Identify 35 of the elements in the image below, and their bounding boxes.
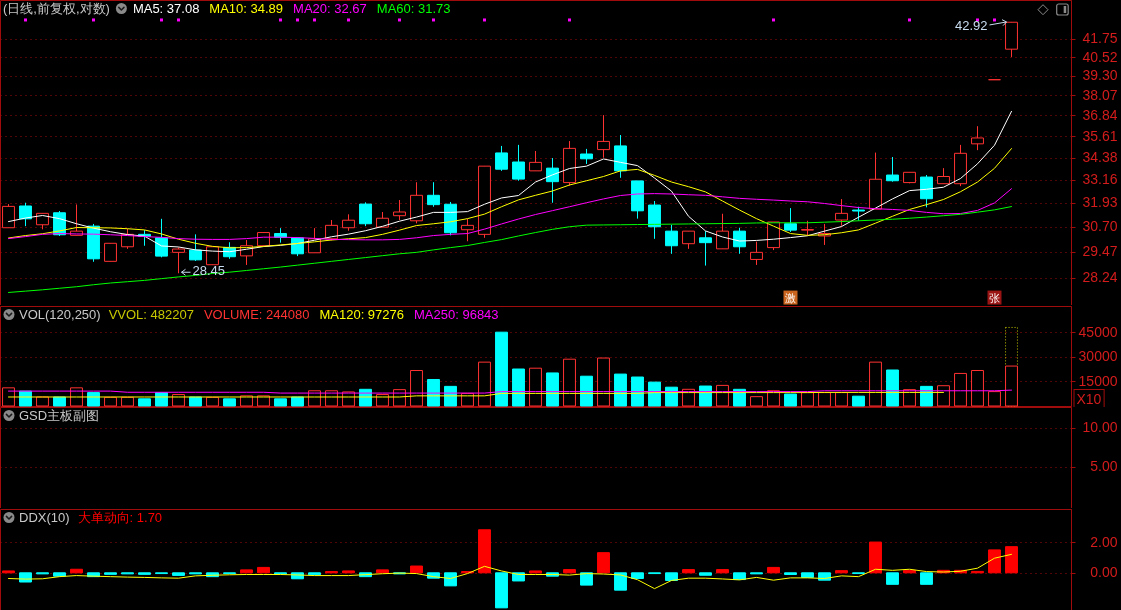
y-tick-label: 0.00 <box>1090 564 1118 581</box>
data-label: 张 <box>989 291 1000 304</box>
y-tick-label: 33.16 <box>1082 171 1118 188</box>
text: VOLUME: 244080 <box>203 307 310 322</box>
text: MA10: 34.89 <box>209 1 284 16</box>
text: MA5: 37.08 <box>132 1 200 16</box>
y-tick-label: 15000 <box>1078 372 1118 389</box>
data-label: 激 <box>785 291 796 304</box>
y-tick-label: 29.47 <box>1082 243 1118 260</box>
y-tick-label: 31.93 <box>1082 194 1118 211</box>
text: MA120: 97276 <box>319 307 405 322</box>
y-tick-label: 35.61 <box>1082 127 1118 144</box>
y-tick-label: 45000 <box>1078 323 1118 340</box>
y-tick-label: 39.30 <box>1082 67 1118 84</box>
chart-title: VOL(120,250) <box>19 307 101 322</box>
y-tick-label: 36.84 <box>1082 106 1118 123</box>
y-tick-label: 28.24 <box>1082 269 1118 286</box>
chart-title: GSD主板副图 <box>19 408 100 423</box>
text: 大单动向: 1.70 <box>77 510 163 525</box>
text: MA20: 32.67 <box>293 1 367 16</box>
y-tick-label: 34.38 <box>1082 149 1118 166</box>
y-tick-label: 40.52 <box>1082 48 1118 65</box>
text: MA60: 31.73 <box>376 1 451 16</box>
y-tick-label: 38.07 <box>1082 86 1118 103</box>
chart-title: (日线,前复权,对数) <box>3 1 110 16</box>
text: VVOL: 482207 <box>108 307 194 322</box>
y-tick-label: 10.00 <box>1082 419 1118 436</box>
y-tick-label: 2.00 <box>1090 533 1118 550</box>
annotation: 42.92 <box>954 17 988 33</box>
y-tick-label: 30000 <box>1078 348 1118 365</box>
text: MA250: 96843 <box>414 307 499 322</box>
y-tick-label: 5.00 <box>1090 458 1118 475</box>
y-tick-label: 30.70 <box>1082 218 1118 235</box>
chart-title: DDX(10) <box>19 510 70 525</box>
y-tick-label: 41.75 <box>1082 30 1118 47</box>
